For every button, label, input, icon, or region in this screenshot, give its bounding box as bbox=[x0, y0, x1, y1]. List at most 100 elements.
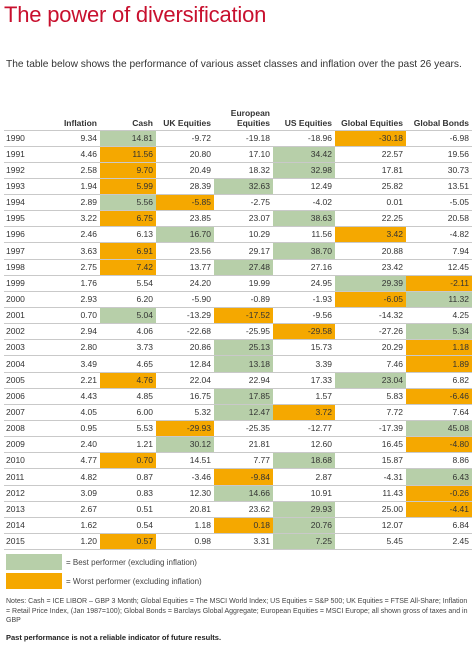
value-cell: 7.46 bbox=[335, 355, 406, 373]
value-cell: 2.67 bbox=[50, 501, 100, 518]
value-cell: 7.64 bbox=[406, 404, 472, 422]
table-row: 2003 2.80 3.73 20.86 25.13 15.73 20.29 1.18 bbox=[4, 339, 472, 357]
year-cell: 2000 bbox=[4, 291, 50, 309]
value-cell: 8.86 bbox=[406, 452, 472, 470]
year-cell: 1996 bbox=[4, 226, 50, 244]
table-row: 1991 4.46 11.56 20.80 17.10 34.42 22.57 19.56 bbox=[4, 146, 472, 163]
value-cell: -9.56 bbox=[273, 307, 335, 325]
value-cell: 4.65 bbox=[100, 355, 156, 373]
value-cell: 4.77 bbox=[50, 452, 100, 470]
value-cell: 7.94 bbox=[406, 242, 472, 260]
value-cell: 12.84 bbox=[156, 355, 214, 373]
value-cell: 30.73 bbox=[406, 162, 472, 179]
table-row: 1994 2.89 5.56 -5.85 -2.75 -4.02 0.01 -5.05 bbox=[4, 194, 472, 212]
value-cell: 2.75 bbox=[50, 259, 100, 276]
value-cell: 20.81 bbox=[156, 501, 214, 518]
value-cell: 22.04 bbox=[156, 372, 214, 389]
value-cell: 17.10 bbox=[214, 146, 273, 163]
value-cell: -19.18 bbox=[214, 129, 273, 147]
value-cell: 10.91 bbox=[273, 485, 335, 502]
value-cell: -5.85 bbox=[156, 194, 214, 212]
table-row: 1990 9.34 14.81 -9.72 -19.18 -18.96 -30.18 -6.9… bbox=[4, 129, 472, 147]
value-cell: 1.89 bbox=[406, 355, 472, 373]
table-row: 2011 4.82 0.87 -3.46 -9.84 2.87 -4.31 6.43 bbox=[4, 468, 472, 486]
table-row: 2000 2.93 6.20 -5.90 -0.89 -1.93 -6.05 11.32 bbox=[4, 291, 472, 309]
value-cell: 3.73 bbox=[100, 339, 156, 357]
notes: Notes: Cash = ICE LIBOR – GBP 3 Month; G… bbox=[6, 598, 468, 624]
value-cell: 34.42 bbox=[273, 146, 335, 163]
value-cell: 0.70 bbox=[100, 452, 156, 470]
value-cell: 0.51 bbox=[100, 501, 156, 518]
value-cell: 3.22 bbox=[50, 210, 100, 228]
value-cell: 4.25 bbox=[406, 307, 472, 325]
year-cell: 1991 bbox=[4, 146, 50, 163]
value-cell: 1.20 bbox=[50, 533, 100, 551]
value-cell: -18.96 bbox=[273, 129, 335, 147]
value-cell: 6.13 bbox=[100, 226, 156, 244]
header-inflation: Inflation bbox=[63, 117, 97, 128]
value-cell: 20.76 bbox=[273, 517, 335, 535]
value-cell: 1.94 bbox=[50, 178, 100, 196]
value-cell: 20.80 bbox=[156, 146, 214, 163]
value-cell: 7.72 bbox=[335, 404, 406, 422]
year-cell: 2012 bbox=[4, 485, 50, 502]
year-cell: 1993 bbox=[4, 178, 50, 196]
value-cell: 2.46 bbox=[50, 226, 100, 244]
year-cell: 1997 bbox=[4, 242, 50, 260]
value-cell: 2.80 bbox=[50, 339, 100, 357]
value-cell: 2.58 bbox=[50, 162, 100, 179]
table-row: 1995 3.22 6.75 23.85 23.07 38.63 22.25 20.58 bbox=[4, 210, 472, 228]
value-cell: 6.82 bbox=[406, 372, 472, 389]
value-cell: 0.83 bbox=[100, 485, 156, 502]
value-cell: 22.94 bbox=[214, 372, 273, 389]
table-body: 1990 9.34 14.81 -9.72 -19.18 -18.96 -30.18 -6.9… bbox=[4, 129, 472, 551]
table-row: 2007 4.05 6.00 5.32 12.47 3.72 7.72 7.64 bbox=[4, 404, 472, 422]
value-cell: 12.47 bbox=[214, 404, 273, 422]
value-cell: 25.00 bbox=[335, 501, 406, 518]
value-cell: 45.08 bbox=[406, 420, 472, 438]
year-cell: 2006 bbox=[4, 388, 50, 405]
legend-best-row: = Best performer (excluding inflation) bbox=[6, 553, 202, 571]
value-cell: 1.57 bbox=[273, 388, 335, 405]
value-cell: 27.16 bbox=[273, 259, 335, 276]
header-uk-equities: UK Equities bbox=[163, 117, 211, 128]
value-cell: 4.05 bbox=[50, 404, 100, 422]
year-cell: 2009 bbox=[4, 436, 50, 454]
table-header-row: Inflation Cash UK Equities European Equi… bbox=[4, 104, 472, 130]
table-row: 2002 2.94 4.06 -22.68 -25.95 -29.58 -27.26 5.34 bbox=[4, 323, 472, 341]
value-cell: -0.26 bbox=[406, 485, 472, 502]
value-cell: 3.09 bbox=[50, 485, 100, 502]
value-cell: 12.49 bbox=[273, 178, 335, 196]
value-cell: 15.73 bbox=[273, 339, 335, 357]
value-cell: 19.56 bbox=[406, 146, 472, 163]
value-cell: 6.84 bbox=[406, 517, 472, 535]
value-cell: -14.32 bbox=[335, 307, 406, 325]
value-cell: 16.75 bbox=[156, 388, 214, 405]
table-row: 2015 1.20 0.57 0.98 3.31 7.25 5.45 2.45 bbox=[4, 533, 472, 551]
value-cell: 7.25 bbox=[273, 533, 335, 551]
table-row: 2008 0.95 5.53 -29.93 -25.35 -12.77 -17.39 45.0… bbox=[4, 420, 472, 438]
value-cell: 5.34 bbox=[406, 323, 472, 341]
value-cell: 21.81 bbox=[214, 436, 273, 454]
table-row: 2014 1.62 0.54 1.18 0.18 20.76 12.07 6.84 bbox=[4, 517, 472, 535]
value-cell: 28.39 bbox=[156, 178, 214, 196]
value-cell: 0.18 bbox=[214, 517, 273, 535]
value-cell: 5.53 bbox=[100, 420, 156, 438]
year-cell: 1990 bbox=[4, 129, 50, 147]
table-row: 2005 2.21 4.76 22.04 22.94 17.33 23.04 6.82 bbox=[4, 372, 472, 389]
value-cell: 13.18 bbox=[214, 355, 273, 373]
page-title: The power of diversification bbox=[4, 2, 267, 27]
value-cell: 14.81 bbox=[100, 129, 156, 147]
value-cell: 25.13 bbox=[214, 339, 273, 357]
value-cell: -4.82 bbox=[406, 226, 472, 244]
value-cell: 23.56 bbox=[156, 242, 214, 260]
value-cell: 24.20 bbox=[156, 275, 214, 292]
value-cell: 27.48 bbox=[214, 259, 273, 276]
year-cell: 1995 bbox=[4, 210, 50, 228]
value-cell: 6.00 bbox=[100, 404, 156, 422]
value-cell: 4.76 bbox=[100, 372, 156, 389]
value-cell: 2.21 bbox=[50, 372, 100, 389]
year-cell: 2001 bbox=[4, 307, 50, 325]
value-cell: 12.07 bbox=[335, 517, 406, 535]
value-cell: 30.12 bbox=[156, 436, 214, 454]
